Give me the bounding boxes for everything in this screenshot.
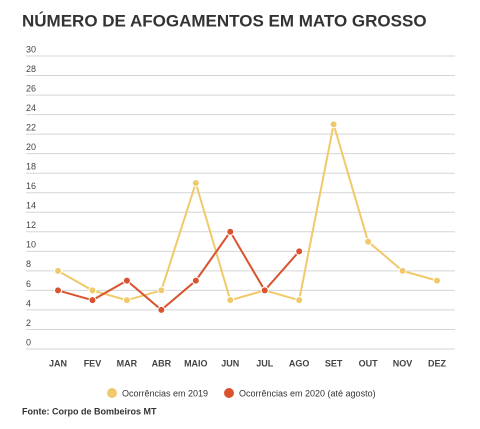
series-line [57, 124, 438, 302]
x-tick-label: ABR [152, 358, 172, 368]
y-tick-label: 6 [26, 279, 31, 289]
x-tick-label: FEV [84, 358, 102, 368]
x-tick-label: OUT [359, 358, 379, 368]
point [226, 227, 235, 236]
legend-label: Ocorrências em 2019 [122, 388, 208, 398]
point [433, 276, 441, 285]
x-tick-label: AGO [289, 358, 310, 368]
x-tick-label: JAN [49, 358, 67, 368]
point [226, 296, 235, 305]
point [191, 276, 200, 285]
point [191, 178, 200, 187]
point [54, 286, 62, 295]
y-tick-label: 26 [26, 83, 36, 93]
point [364, 237, 373, 246]
point [88, 286, 97, 295]
point [398, 266, 407, 275]
point [54, 266, 62, 275]
x-tick-label: JUN [221, 358, 239, 368]
chart-title: NÚMERO DE AFOGAMENTOS EM MATO GROSSO [22, 11, 427, 30]
x-tick-label: DEZ [428, 358, 447, 368]
y-tick-label: 24 [26, 103, 36, 113]
x-tick-label: MAIO [184, 358, 208, 368]
point [88, 296, 97, 305]
y-tick-label: 20 [26, 142, 36, 152]
y-tick-label: 10 [26, 240, 36, 250]
y-tick-label: 4 [26, 298, 31, 308]
series-line [57, 229, 300, 312]
point [295, 296, 304, 305]
y-tick-label: 2 [26, 318, 31, 328]
x-tick-label: JUL [256, 358, 274, 368]
source: Fonte: Corpo de Bombeiros MT [22, 406, 157, 416]
y-tick-label: 28 [26, 64, 36, 74]
x-tick-label: NOV [393, 358, 413, 368]
legend-label: Ocorrências em 2020 (até agosto) [239, 388, 376, 398]
y-tick-label: 30 [26, 44, 36, 54]
y-tick-label: 22 [26, 123, 36, 133]
point [157, 305, 166, 314]
point [122, 276, 131, 285]
point [295, 247, 304, 256]
y-tick-label: 12 [26, 220, 36, 230]
point [157, 286, 166, 295]
x-tick-label: SET [325, 358, 343, 368]
point [329, 120, 338, 129]
legend-marker [224, 388, 234, 398]
x-tick-label: MAR [117, 358, 138, 368]
point [260, 286, 269, 295]
y-tick-label: 18 [26, 162, 36, 172]
legend-marker [107, 388, 117, 398]
y-tick-label: 16 [26, 181, 36, 191]
y-tick-label: 0 [26, 337, 31, 347]
y-tick-label: 8 [26, 259, 31, 269]
y-tick-label: 14 [26, 201, 36, 211]
point [122, 296, 131, 305]
